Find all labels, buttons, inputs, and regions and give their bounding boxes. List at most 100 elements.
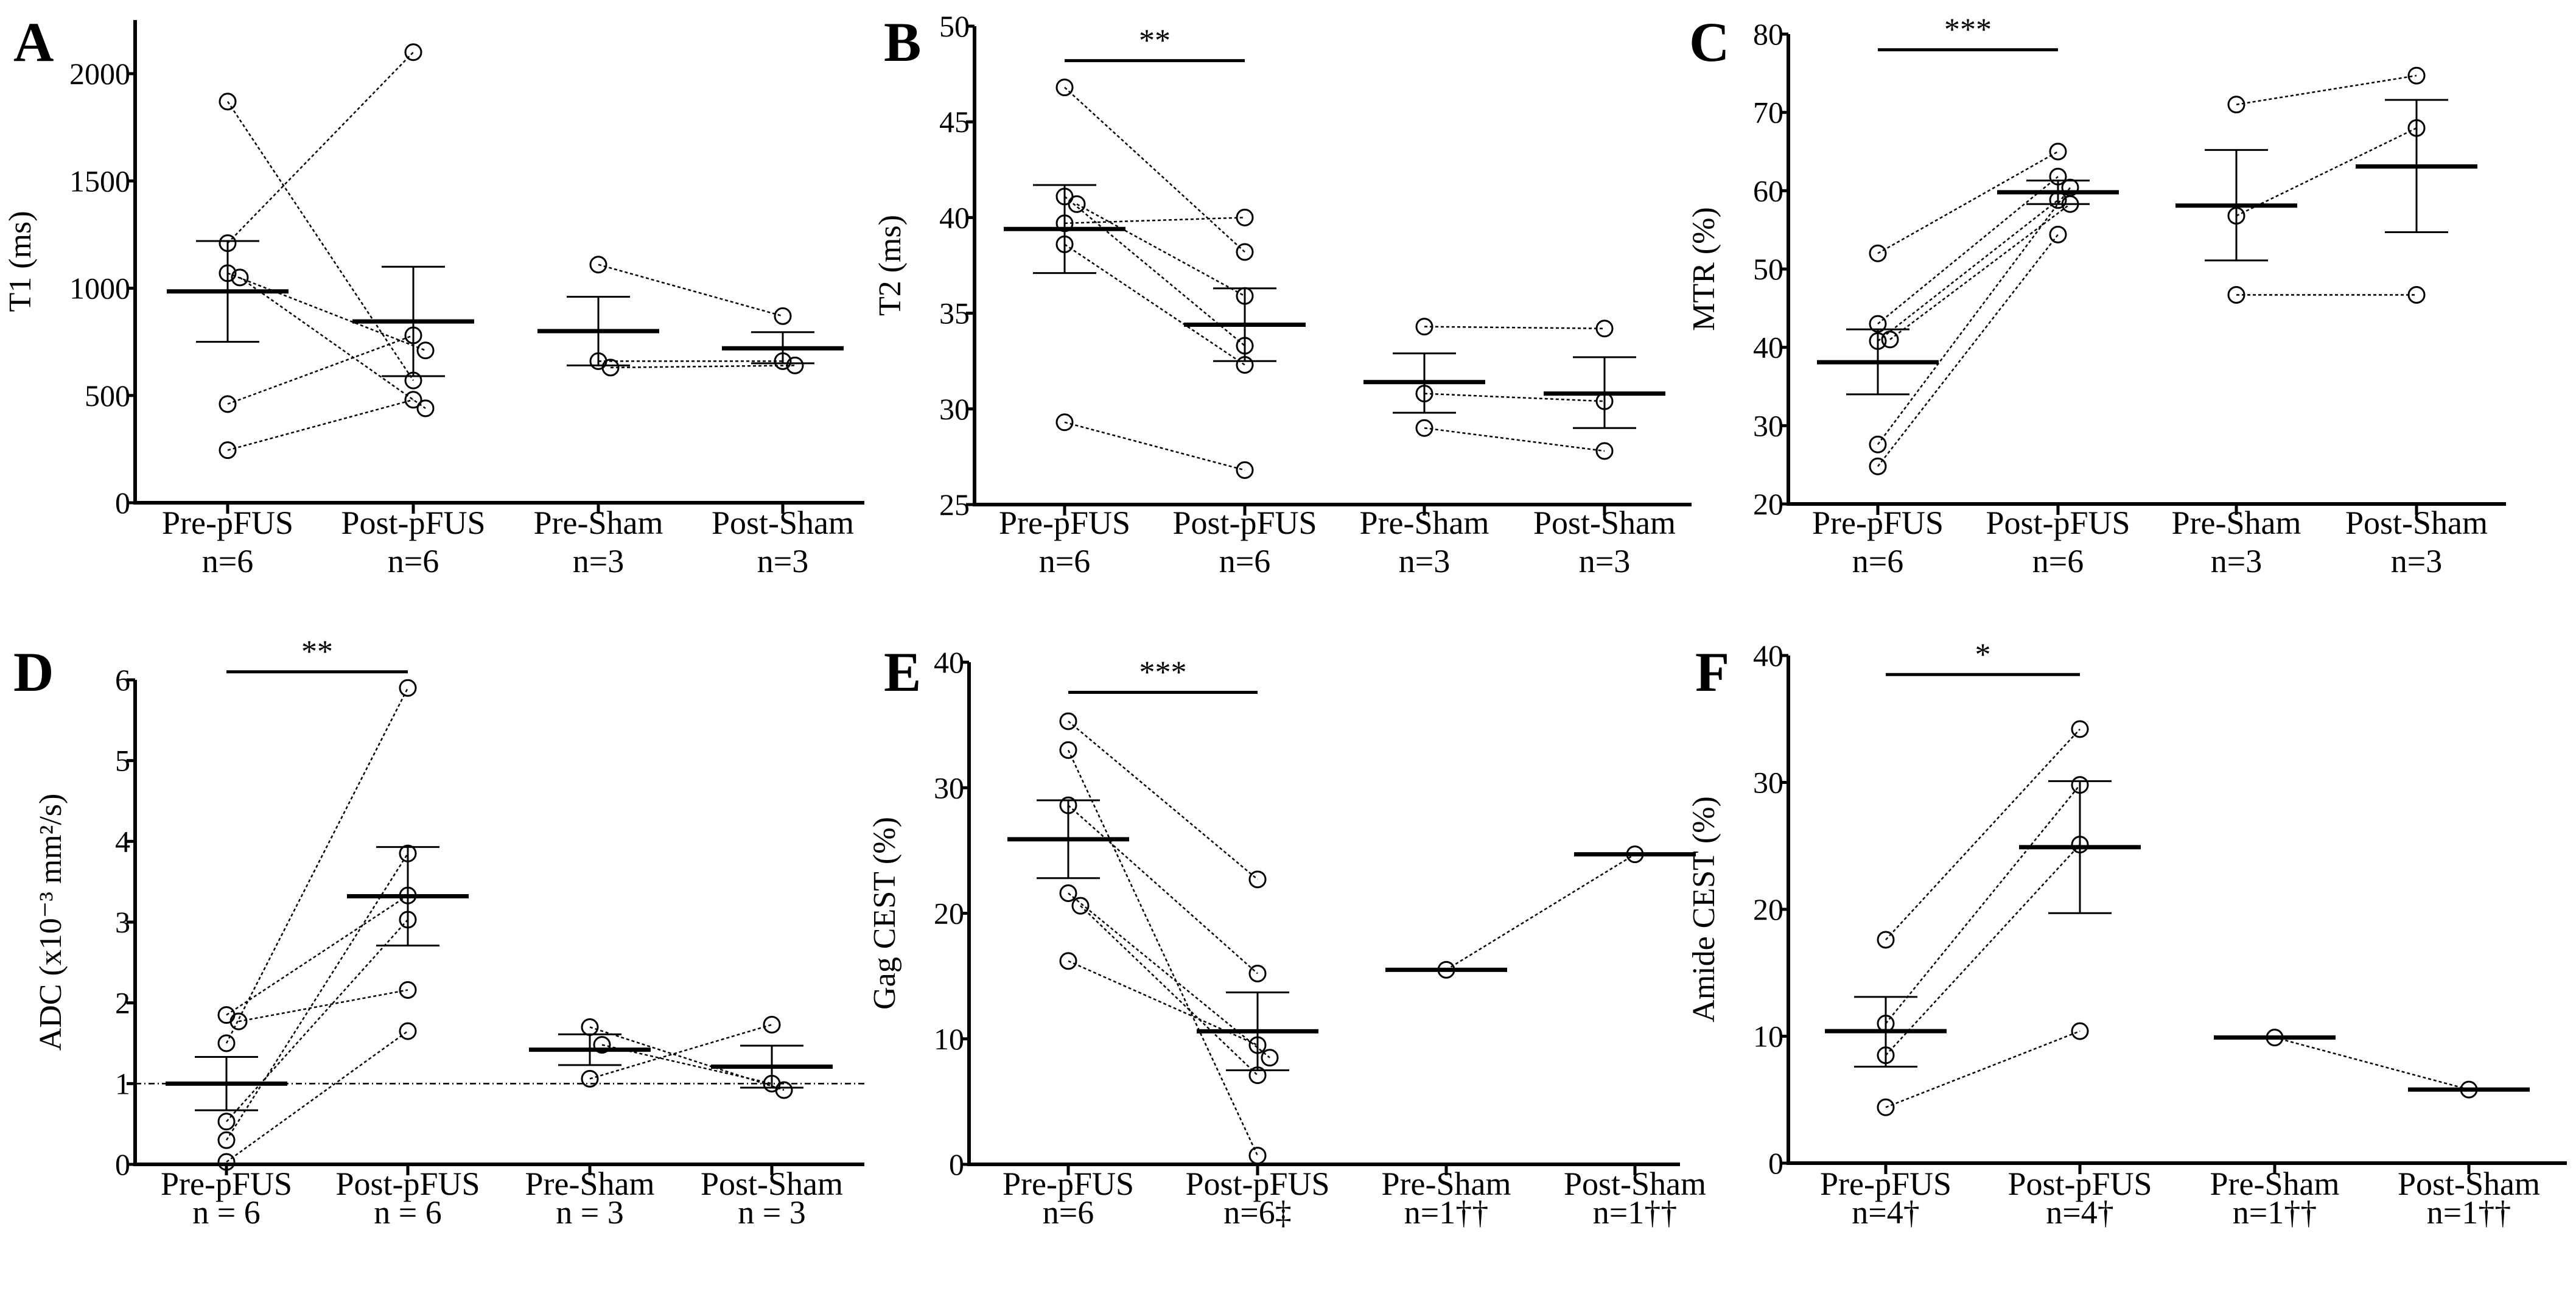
panel-letter: D	[13, 641, 54, 703]
category-label: Pre-pFUS	[1820, 1166, 1951, 1202]
sample-size-label: n=6	[202, 543, 253, 579]
sample-size-label: n=6	[1043, 1194, 1094, 1231]
sample-size-label: n=6	[2032, 543, 2084, 579]
paired-line	[239, 276, 426, 409]
data-point	[1437, 960, 1455, 979]
data-point	[1869, 332, 1887, 350]
sample-size-label: n=1††	[2427, 1194, 2511, 1231]
paired-line	[1885, 729, 2081, 940]
y-tick-label: 10	[1753, 1019, 1783, 1054]
sample-size-label: n=3	[2211, 543, 2262, 579]
data-point	[2049, 225, 2067, 243]
data-point	[1059, 952, 1077, 970]
paired-line	[1068, 805, 1258, 974]
y-tick-label: 20	[1753, 487, 1783, 521]
paired-line	[1877, 176, 2059, 325]
data-point	[219, 264, 237, 282]
data-point	[601, 358, 620, 377]
category-label: Post-pFUS	[1986, 505, 2130, 541]
significance-label: **	[1139, 24, 1171, 58]
category-label: Pre-pFUS	[1812, 505, 1944, 541]
y-tick-label: 30	[1753, 408, 1783, 442]
data-point	[1059, 712, 1077, 730]
paired-line	[1064, 421, 1245, 471]
paired-line	[226, 895, 408, 1016]
panel-letter: C	[1689, 11, 1729, 73]
paired-line	[226, 101, 415, 381]
data-point	[1877, 1015, 1895, 1033]
y-tick-label: 30	[939, 392, 970, 426]
data-point	[1595, 392, 1614, 410]
data-point	[1236, 355, 1254, 374]
paired-line	[1885, 784, 2081, 1024]
data-point	[404, 371, 422, 390]
paired-line	[2274, 1037, 2469, 1091]
panel-letter: A	[13, 11, 54, 73]
category-label: Pre-Sham	[2172, 505, 2301, 541]
y-tick-label: 2	[115, 986, 130, 1020]
sample-size-label: n = 6	[374, 1194, 441, 1231]
data-point	[1869, 457, 1887, 475]
paired-line	[225, 687, 409, 1044]
panel-letter: B	[884, 11, 921, 73]
category-label: Pre-Sham	[525, 1166, 655, 1202]
data-point	[2071, 836, 2089, 854]
data-point	[1626, 845, 1644, 864]
data-point	[589, 256, 607, 274]
y-tick-label: 2000	[69, 57, 130, 91]
data-point	[399, 1022, 417, 1040]
category-label: Pre-Sham	[1360, 505, 1489, 541]
data-point	[1236, 243, 1254, 261]
y-tick-label: 5	[115, 744, 130, 778]
data-point	[1248, 1066, 1267, 1085]
category-label: Pre-pFUS	[1003, 1166, 1134, 1202]
category-label: Post-Sham	[701, 1166, 843, 1202]
data-point	[399, 844, 417, 862]
paired-line	[1064, 195, 1245, 347]
significance-label: ***	[1139, 656, 1187, 690]
paired-line	[1064, 217, 1245, 225]
panel-letter: F	[1695, 641, 1729, 703]
data-point	[219, 234, 237, 252]
y-tick-label: 0	[115, 1147, 130, 1181]
y-tick-label: 60	[1753, 173, 1783, 208]
data-point	[2049, 167, 2067, 186]
sample-size-label: n=4†	[1852, 1194, 1919, 1231]
data-point	[1261, 1049, 1279, 1067]
category-label: Pre-pFUS	[162, 505, 293, 541]
significance-label: ***	[1944, 13, 1992, 47]
data-point	[2071, 720, 2089, 738]
sample-size-label: n = 3	[738, 1194, 805, 1231]
data-point	[2227, 96, 2245, 114]
data-point	[1055, 413, 1074, 432]
y-tick-label: 50	[939, 9, 970, 43]
category-label: Post-Sham	[2398, 1166, 2540, 1202]
data-point	[786, 356, 804, 374]
paired-line	[1424, 326, 1605, 330]
sample-size-label: n=6‡	[1223, 1194, 1291, 1231]
data-point	[2227, 285, 2245, 304]
data-point	[1877, 1046, 1895, 1065]
paired-line	[227, 334, 414, 405]
y-tick-label: 500	[85, 379, 130, 413]
data-point	[581, 1018, 599, 1036]
significance-label: **	[301, 635, 333, 670]
sample-size-label: n = 6	[192, 1194, 260, 1231]
data-point	[1248, 965, 1267, 982]
data-point	[1415, 419, 1433, 437]
y-tick-label: 30	[1753, 766, 1783, 800]
sample-size-label: n=3	[573, 543, 624, 579]
sample-size-label: n=6	[1039, 543, 1090, 579]
sample-size-label: n=1††	[1593, 1194, 1677, 1231]
data-point	[1055, 79, 1074, 97]
data-point	[219, 93, 237, 111]
paired-line	[1877, 150, 2059, 254]
data-point	[217, 1131, 236, 1149]
data-point	[1059, 884, 1077, 902]
y-tick-label: 30	[934, 771, 964, 805]
paired-line	[1877, 199, 2059, 342]
category-label: Pre-pFUS	[161, 1166, 292, 1202]
category-label: Post-Sham	[712, 505, 854, 541]
